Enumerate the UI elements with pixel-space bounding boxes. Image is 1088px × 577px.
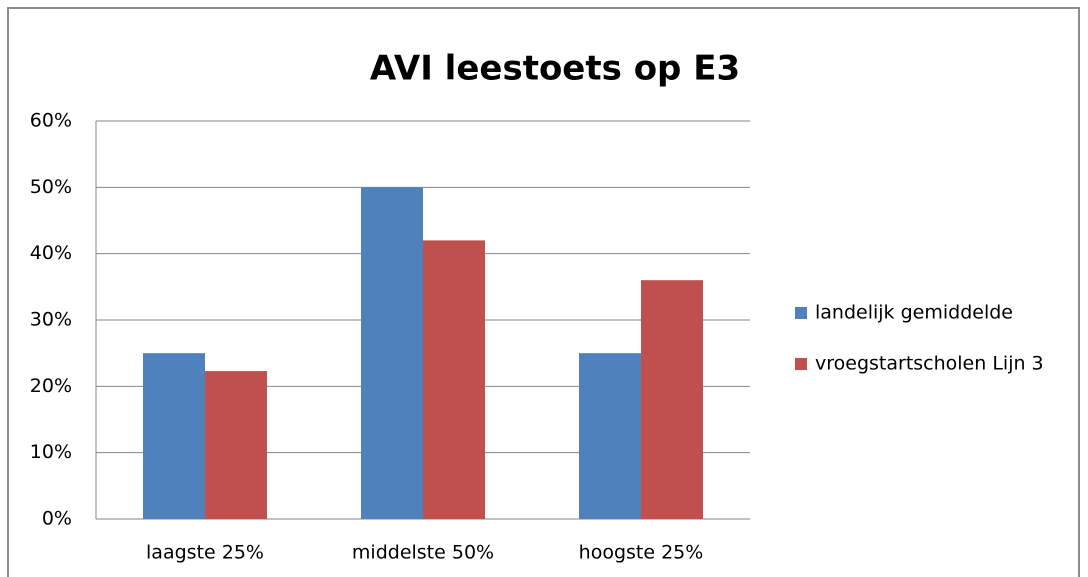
y-tick-label: 0% xyxy=(42,508,72,530)
bar xyxy=(143,353,205,519)
bar xyxy=(579,353,641,519)
y-tick-label: 30% xyxy=(30,309,72,331)
y-tick-label: 60% xyxy=(30,110,72,132)
bar xyxy=(641,280,703,519)
x-tick-label: middelste 50% xyxy=(352,542,494,564)
legend-label: vroegstartscholen Lijn 3 xyxy=(815,353,1044,375)
x-tick-label: laagste 25% xyxy=(146,542,264,564)
y-tick-label: 40% xyxy=(30,242,72,264)
x-tick-label: hoogste 25% xyxy=(579,542,704,564)
legend-label: landelijk gemiddelde xyxy=(815,302,1013,324)
legend-swatch xyxy=(795,307,807,319)
bar xyxy=(423,240,485,519)
bar xyxy=(361,187,423,520)
y-tick-label: 20% xyxy=(30,375,72,397)
chart-title: AVI leestoets op E3 xyxy=(370,49,740,89)
y-tick-label: 10% xyxy=(30,441,72,463)
y-tick-label: 50% xyxy=(30,176,72,198)
bar xyxy=(205,371,267,519)
legend-swatch xyxy=(795,358,807,370)
